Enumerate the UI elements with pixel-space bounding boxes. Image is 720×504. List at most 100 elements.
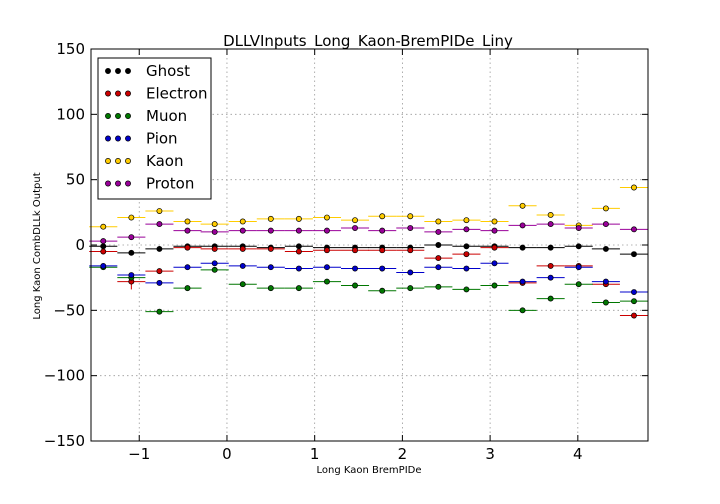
- data-point: [547, 211, 554, 218]
- x-tick-label: 2: [398, 445, 408, 463]
- data-point: [491, 244, 498, 251]
- data-point: [324, 278, 330, 285]
- data-point: [100, 262, 107, 269]
- data-point: [100, 223, 107, 230]
- x-tick-label: 1: [310, 445, 320, 463]
- data-point: [295, 248, 302, 255]
- data-point: [463, 251, 470, 258]
- y-tick-label: 150: [56, 40, 85, 58]
- data-point: [352, 247, 358, 254]
- data-point: [211, 266, 218, 273]
- data-point: [156, 221, 163, 228]
- data-point: [184, 244, 191, 251]
- data-point: [295, 265, 302, 272]
- legend-marker: [125, 68, 131, 74]
- data-point: [463, 243, 470, 250]
- legend-marker: [125, 90, 131, 97]
- data-point: [602, 205, 609, 212]
- data-point: [547, 221, 554, 228]
- data-point: [463, 217, 470, 224]
- data-point: [519, 278, 526, 285]
- data-point: [407, 213, 414, 220]
- data-point: [295, 285, 302, 292]
- data-point: [128, 234, 135, 241]
- data-point: [267, 285, 274, 292]
- legend-label-electron: Electron: [146, 85, 208, 103]
- legend-marker: [105, 158, 111, 164]
- data-point: [491, 260, 498, 267]
- data-point: [379, 265, 386, 272]
- data-point: [184, 227, 191, 234]
- data-point: [324, 247, 330, 254]
- data-point: [463, 286, 470, 293]
- data-point: [211, 245, 218, 252]
- data-point: [239, 218, 246, 225]
- data-point: [631, 251, 637, 258]
- legend-marker: [115, 113, 121, 119]
- legend-marker: [115, 135, 121, 142]
- data-point: [547, 295, 554, 302]
- y-tick-label: 50: [66, 171, 85, 189]
- data-point: [239, 227, 246, 234]
- data-point: [128, 272, 135, 279]
- legend-marker: [125, 113, 131, 119]
- data-point: [239, 281, 246, 288]
- x-tick-label: −1: [128, 445, 150, 463]
- data-point: [239, 262, 246, 269]
- data-point: [463, 226, 470, 233]
- x-axis-label: Long Kaon BremPIDe: [317, 465, 422, 476]
- data-point: [407, 247, 414, 254]
- data-point: [631, 184, 637, 191]
- data-point: [602, 278, 609, 285]
- data-point: [211, 260, 218, 267]
- data-point: [184, 218, 191, 225]
- data-point: [631, 289, 637, 295]
- data-point: [407, 285, 414, 292]
- legend-marker: [125, 180, 131, 187]
- legend-marker: [105, 135, 111, 142]
- legend-label-pion: Pion: [146, 130, 178, 148]
- data-point: [491, 218, 498, 225]
- chart-title: DLLVInputs_Long_Kaon-BremPIDe_Liny: [223, 32, 513, 51]
- legend-marker: [115, 158, 121, 164]
- legend-marker: [105, 180, 111, 187]
- data-point: [519, 244, 526, 251]
- data-point: [211, 221, 218, 228]
- data-point: [379, 247, 386, 254]
- data-point: [324, 227, 330, 234]
- data-point: [352, 265, 358, 272]
- data-point: [211, 228, 218, 235]
- legend-box: [97, 57, 212, 200]
- data-point: [575, 281, 582, 288]
- legend-marker: [105, 113, 111, 119]
- data-point: [156, 245, 163, 252]
- y-tick-label: 0: [75, 236, 85, 254]
- data-point: [547, 274, 554, 281]
- data-point: [519, 307, 526, 314]
- data-point: [602, 245, 609, 252]
- legend-marker: [125, 158, 131, 164]
- data-point: [156, 208, 163, 214]
- data-point: [324, 214, 330, 221]
- legend-marker: [105, 68, 111, 74]
- data-point: [631, 298, 637, 305]
- data-point: [156, 279, 163, 286]
- x-tick-label: 4: [573, 445, 583, 463]
- series-pion: [89, 260, 648, 295]
- data-point: [463, 265, 470, 272]
- data-point: [379, 213, 386, 220]
- legend: Ghost Electron Muon Pion Kaon Proton: [97, 57, 212, 200]
- data-point: [519, 222, 526, 229]
- legend-marker: [105, 90, 111, 97]
- legend-marker: [125, 135, 131, 142]
- data-point: [100, 238, 107, 245]
- data-point: [379, 227, 386, 234]
- data-point: [491, 282, 498, 289]
- data-point: [267, 227, 274, 234]
- data-point: [128, 249, 135, 256]
- data-point: [547, 262, 554, 269]
- series-proton: [89, 221, 648, 245]
- data-point: [156, 308, 163, 315]
- data-point: [295, 215, 302, 222]
